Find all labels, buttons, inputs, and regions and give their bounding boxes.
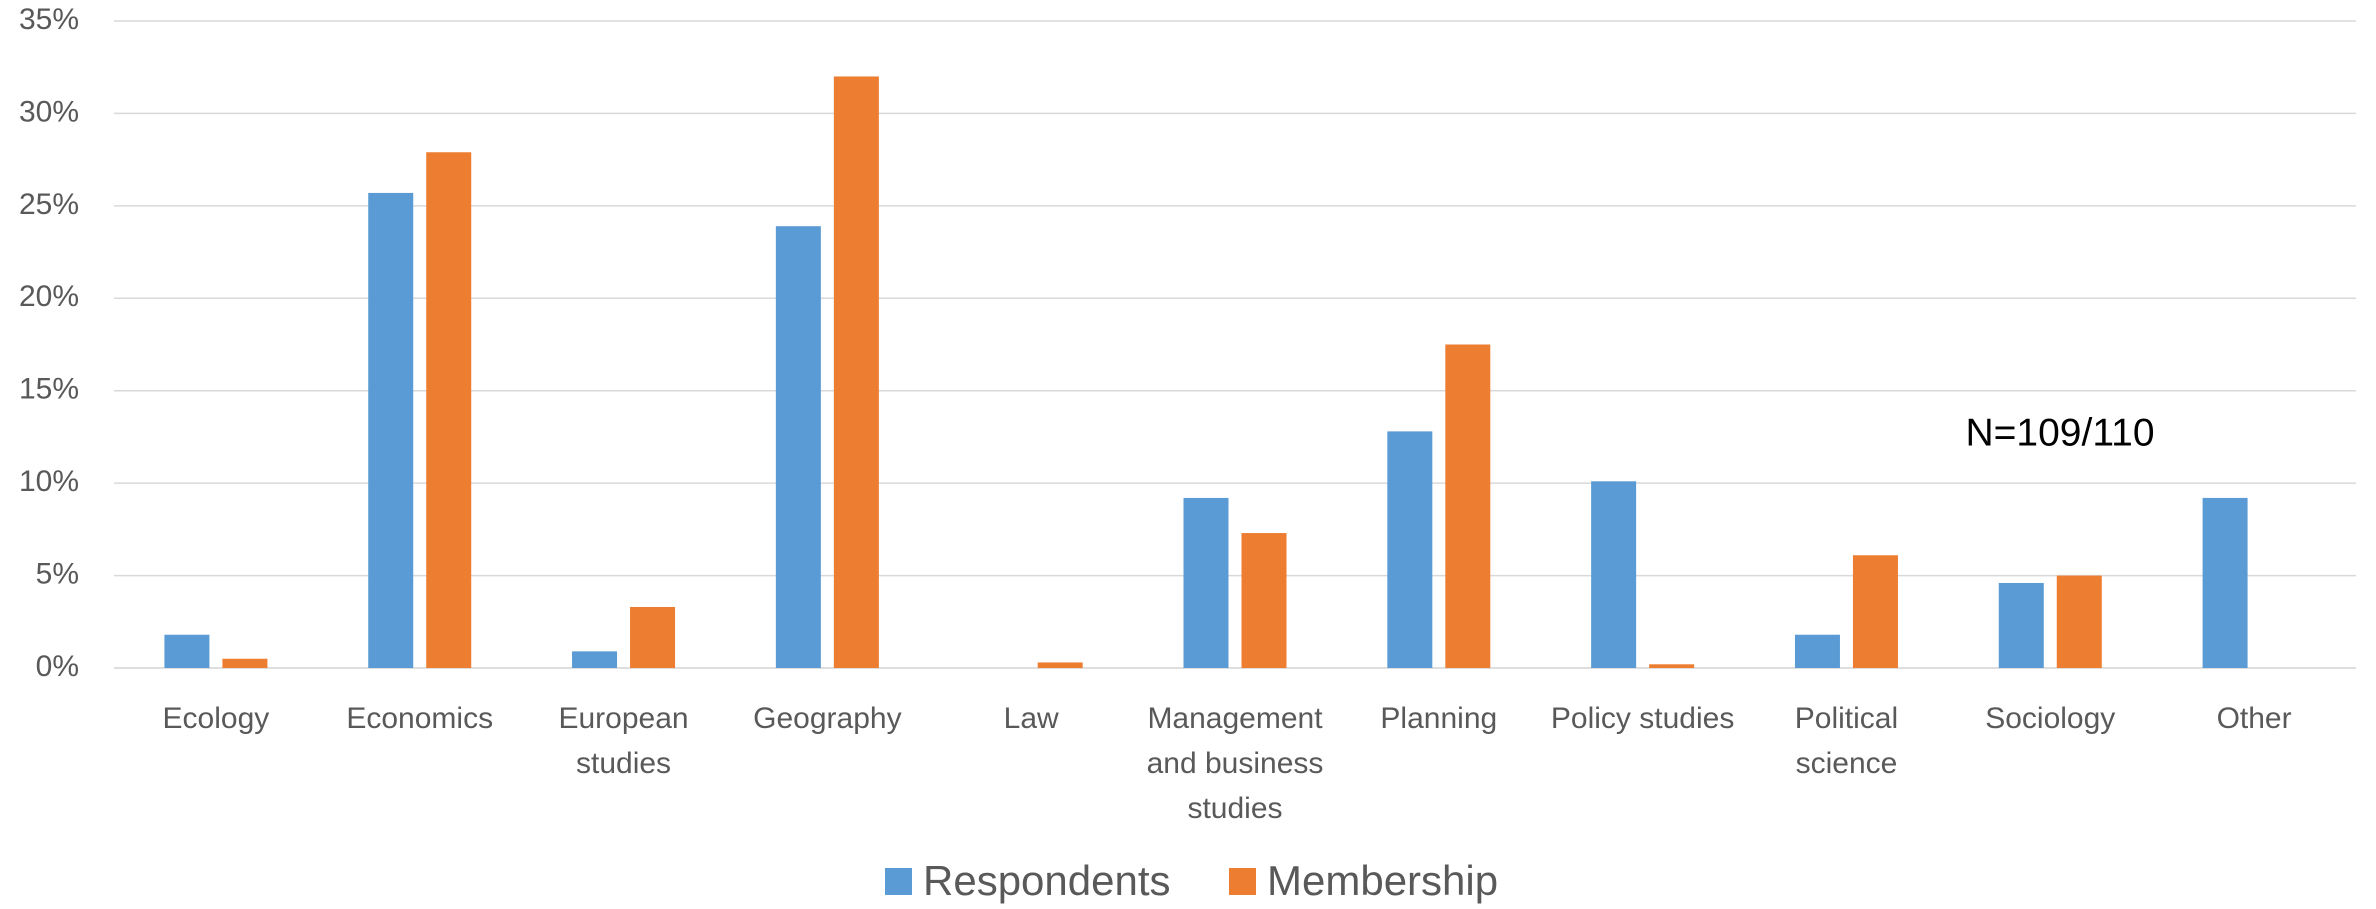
- annotation: N=109/110: [1965, 411, 2154, 454]
- bar: [164, 634, 210, 668]
- bar: [1445, 344, 1491, 668]
- y-tick-label: 25%: [19, 188, 79, 221]
- y-tick-label: 15%: [19, 373, 79, 406]
- bar: [1183, 497, 1229, 668]
- y-tick-label: 0%: [36, 650, 79, 683]
- y-tick-label: 20%: [19, 280, 79, 313]
- legend-label: Respondents: [923, 857, 1171, 904]
- x-tick-label: Policy studies: [1550, 702, 1735, 735]
- bar: [1241, 533, 1287, 668]
- bar: [426, 152, 472, 669]
- bar: [1852, 555, 1898, 668]
- y-tick-label: 5%: [36, 557, 79, 590]
- x-tick-label: Planning: [1380, 702, 1498, 735]
- bar: [1649, 664, 1695, 668]
- x-tick-label: Law: [1003, 702, 1059, 735]
- bar: [222, 658, 268, 668]
- y-tick-label: 30%: [19, 95, 79, 128]
- bar: [630, 606, 676, 668]
- x-tick-label: Other: [2216, 702, 2292, 735]
- bar: [1387, 431, 1433, 668]
- x-tick-label: Political science: [1794, 702, 1899, 780]
- legend-swatch: [1229, 868, 1256, 895]
- bar: [775, 226, 821, 669]
- bar: [368, 192, 414, 668]
- x-tick-label: European studies: [558, 702, 689, 780]
- legend-swatch: [885, 868, 912, 895]
- x-tick-label: Geography: [753, 702, 902, 735]
- bar: [2202, 497, 2248, 668]
- legend-label: Membership: [1267, 857, 1498, 904]
- x-tick-label: Management and business studies: [1146, 702, 1324, 825]
- x-tick-label: Sociology: [1985, 702, 2116, 735]
- bar: [833, 76, 879, 668]
- x-tick-label: Ecology: [162, 702, 270, 735]
- bar: [572, 651, 618, 668]
- bar: [1998, 582, 2044, 668]
- bar: [1794, 634, 1840, 668]
- y-tick-label: 35%: [19, 3, 79, 36]
- bar: [2056, 575, 2102, 668]
- y-tick-label: 10%: [19, 465, 79, 498]
- bar: [1591, 481, 1637, 668]
- x-tick-label: Economics: [346, 702, 494, 735]
- bar: [1037, 662, 1083, 668]
